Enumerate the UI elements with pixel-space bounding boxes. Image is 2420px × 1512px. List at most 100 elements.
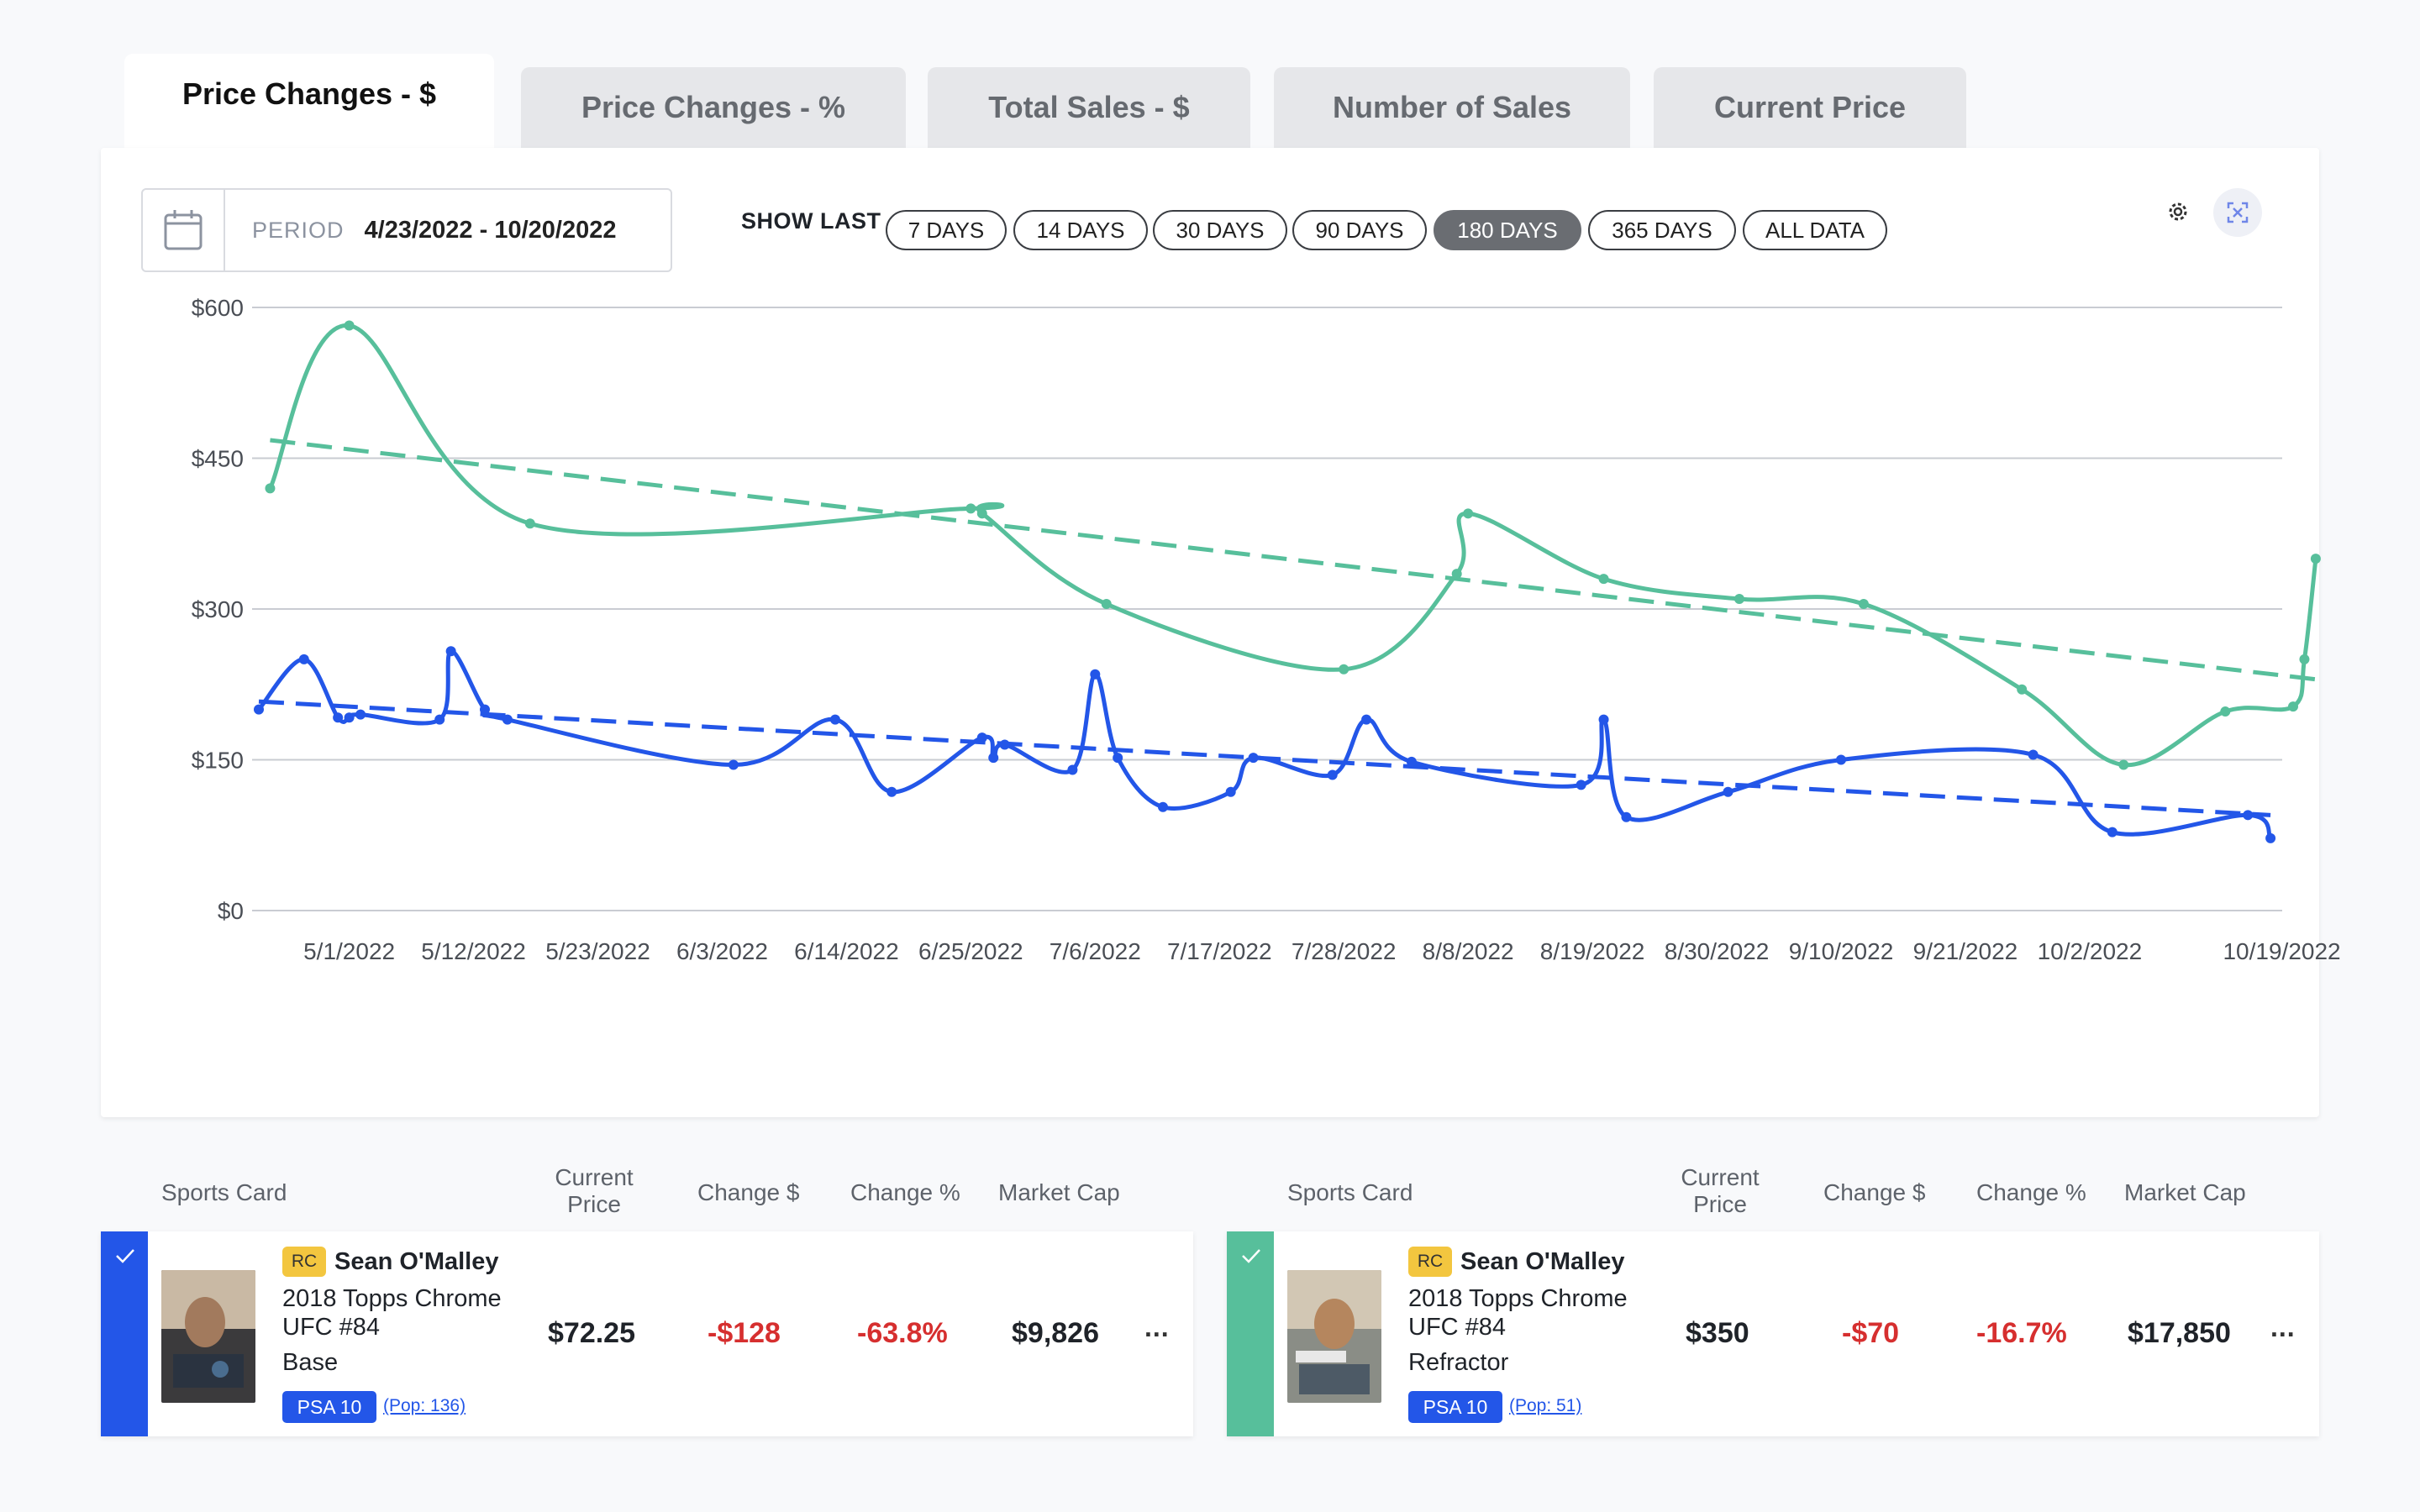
data-point xyxy=(344,320,355,331)
data-point xyxy=(1598,574,1609,585)
x-tick-label: 10/19/2022 xyxy=(2223,938,2340,964)
period-selector[interactable]: PERIOD 4/23/2022 - 10/20/2022 xyxy=(141,188,672,272)
show-last-label: SHOW LAST xyxy=(741,208,881,234)
market-cap: $17,850 xyxy=(2128,1317,2231,1349)
range-30-days[interactable]: 30 DAYS xyxy=(1153,210,1287,250)
data-point xyxy=(445,646,456,657)
period-value: 4/23/2022 - 10/20/2022 xyxy=(364,216,617,244)
price-line-series-2 xyxy=(257,648,2273,840)
trend-line-series-1 xyxy=(270,438,2317,682)
tab-price-changes-pct[interactable]: Price Changes - % xyxy=(521,67,906,148)
x-tick-label: 5/1/2022 xyxy=(303,938,395,964)
data-point xyxy=(1090,669,1101,680)
data-point xyxy=(1723,786,1733,797)
current-price: $350 xyxy=(1686,1317,1749,1349)
rookie-badge: RC xyxy=(1408,1247,1452,1277)
data-point xyxy=(1621,811,1632,822)
price-line-series-1 xyxy=(268,323,2318,767)
rookie-badge: RC xyxy=(282,1247,326,1277)
data-point xyxy=(265,483,276,494)
player-name: Sean O'Malley xyxy=(1460,1248,1625,1275)
data-point xyxy=(728,759,739,770)
x-tick-label: 7/28/2022 xyxy=(1292,938,1397,964)
range-90-days[interactable]: 90 DAYS xyxy=(1292,210,1427,250)
data-point xyxy=(480,704,490,715)
chart-panel: PERIOD 4/23/2022 - 10/20/2022 SHOW LAST … xyxy=(101,148,2319,1117)
range-14-days[interactable]: 14 DAYS xyxy=(1013,210,1148,250)
expand-icon[interactable] xyxy=(2213,188,2262,237)
data-point xyxy=(434,714,445,725)
selected-indicator[interactable] xyxy=(1227,1231,1274,1436)
more-options-icon[interactable]: ... xyxy=(1144,1312,1170,1342)
selected-indicator[interactable] xyxy=(101,1231,148,1436)
card-set-line2: UFC #84 xyxy=(282,1314,381,1341)
range-7-days[interactable]: 7 DAYS xyxy=(886,210,1007,250)
x-tick-label: 9/21/2022 xyxy=(1913,938,2018,964)
current-price: $72.25 xyxy=(548,1317,635,1349)
change-pct: -16.7% xyxy=(1976,1317,2067,1349)
data-point xyxy=(298,654,309,664)
change-pct: -63.8% xyxy=(857,1317,948,1349)
data-point xyxy=(1248,753,1259,764)
card-variant: Base xyxy=(282,1349,339,1376)
gear-icon[interactable] xyxy=(2161,195,2195,228)
range-all-data[interactable]: ALL DATA xyxy=(1743,210,1887,250)
header-market-cap: Market Cap xyxy=(2124,1179,2246,1205)
x-tick-label: 6/25/2022 xyxy=(918,938,1023,964)
header-change-pct: Change % xyxy=(1976,1179,2086,1205)
header-change-usd: Change $ xyxy=(697,1179,800,1205)
card-thumbnail xyxy=(161,1270,255,1403)
data-point xyxy=(2028,749,2039,760)
data-point xyxy=(886,786,897,797)
tab-number-of-sales[interactable]: Number of Sales xyxy=(1274,67,1630,148)
y-tick-label: $300 xyxy=(192,596,244,622)
x-tick-label: 8/30/2022 xyxy=(1665,938,1770,964)
data-point xyxy=(2107,827,2118,837)
calendar-icon[interactable] xyxy=(143,190,225,270)
y-tick-label: $450 xyxy=(192,446,244,472)
card-row-base[interactable]: RC Sean O'Malley 2018 Topps Chrome UFC #… xyxy=(101,1231,1193,1436)
tab-price-changes-usd[interactable]: Price Changes - $ xyxy=(124,54,494,148)
data-point xyxy=(2243,810,2254,821)
y-tick-label: $0 xyxy=(218,898,244,924)
card-set-line1: 2018 Topps Chrome xyxy=(282,1285,502,1312)
x-tick-label: 6/3/2022 xyxy=(676,938,768,964)
header-current-price: Current Price xyxy=(555,1164,634,1217)
data-point xyxy=(965,503,976,514)
range-365-days[interactable]: 365 DAYS xyxy=(1588,210,1736,250)
tab-current-price[interactable]: Current Price xyxy=(1654,67,1966,148)
card-thumbnail xyxy=(1287,1270,1381,1403)
card-row-refractor[interactable]: RC Sean O'Malley 2018 Topps Chrome UFC #… xyxy=(1227,1231,2319,1436)
data-point xyxy=(1406,756,1417,767)
y-tick-label: $150 xyxy=(192,748,244,774)
player-name: Sean O'Malley xyxy=(334,1248,499,1275)
data-point xyxy=(355,709,366,720)
header-change-usd: Change $ xyxy=(1823,1179,1926,1205)
x-tick-label: 10/2/2022 xyxy=(2038,938,2143,964)
x-tick-label: 6/14/2022 xyxy=(794,938,899,964)
x-tick-label: 5/12/2022 xyxy=(421,938,526,964)
y-tick-label: $600 xyxy=(192,295,244,321)
more-options-icon[interactable]: ... xyxy=(2270,1312,2296,1342)
data-point xyxy=(2118,759,2129,770)
data-point xyxy=(333,712,344,723)
data-point xyxy=(254,704,264,715)
tab-total-sales[interactable]: Total Sales - $ xyxy=(928,67,1250,148)
change-usd: -$128 xyxy=(708,1317,781,1349)
data-point xyxy=(1158,801,1168,812)
population-link[interactable]: (Pop: 51) xyxy=(1509,1396,1582,1415)
data-point xyxy=(829,714,840,725)
data-point xyxy=(1361,714,1372,725)
card-set-line1: 2018 Topps Chrome xyxy=(1408,1285,1628,1312)
card-variant: Refractor xyxy=(1408,1349,1509,1376)
data-point xyxy=(344,712,355,723)
data-point xyxy=(1225,786,1236,797)
data-point xyxy=(999,739,1010,750)
range-180-days[interactable]: 180 DAYS xyxy=(1434,210,1581,250)
data-point xyxy=(1733,594,1744,605)
population-link[interactable]: (Pop: 136) xyxy=(383,1396,466,1415)
market-cap: $9,826 xyxy=(1012,1317,1099,1349)
data-point xyxy=(1113,753,1123,764)
data-point xyxy=(2288,701,2298,712)
